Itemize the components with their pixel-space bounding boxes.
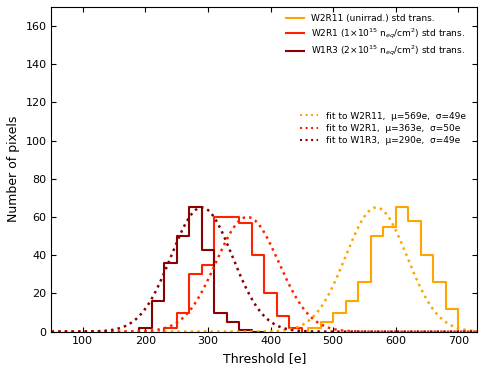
- Legend: fit to W2R11,  μ=569e,  σ=49e, fit to W2R1,  μ=363e,  σ=50e, fit to W1R3,  μ=290: fit to W2R11, μ=569e, σ=49e, fit to W2R1…: [298, 109, 469, 148]
- X-axis label: Threshold [e]: Threshold [e]: [223, 352, 306, 365]
- Y-axis label: Number of pixels: Number of pixels: [7, 116, 20, 222]
